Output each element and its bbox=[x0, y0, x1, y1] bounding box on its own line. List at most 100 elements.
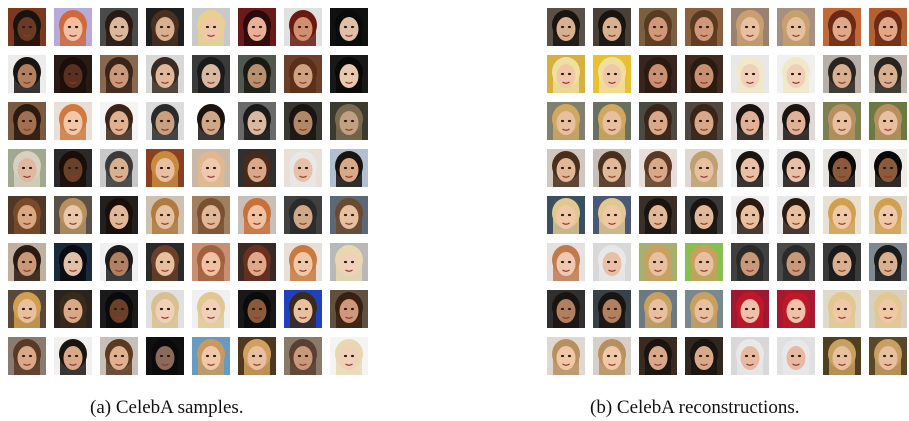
sample-face-image bbox=[8, 149, 46, 187]
sample-face-image bbox=[330, 337, 368, 375]
reconstruction-face-image bbox=[639, 55, 677, 93]
sample-face-image bbox=[100, 55, 138, 93]
sample-face-image bbox=[100, 290, 138, 328]
reconstruction-face-image bbox=[869, 8, 907, 46]
sample-face-image bbox=[238, 102, 276, 140]
reconstruction-face-image bbox=[823, 290, 861, 328]
reconstruction-face-image bbox=[731, 290, 769, 328]
reconstruction-face-image bbox=[639, 102, 677, 140]
reconstruction-face-image bbox=[823, 149, 861, 187]
samples-image-grid bbox=[8, 8, 368, 375]
reconstruction-face-image bbox=[777, 8, 815, 46]
sample-face-image bbox=[238, 243, 276, 281]
sample-face-image bbox=[54, 290, 92, 328]
sample-face-image bbox=[8, 102, 46, 140]
reconstruction-face-image bbox=[593, 337, 631, 375]
sample-face-image bbox=[192, 243, 230, 281]
sample-face-image bbox=[54, 337, 92, 375]
sample-face-image bbox=[238, 149, 276, 187]
sample-face-image bbox=[284, 149, 322, 187]
reconstruction-face-image bbox=[777, 243, 815, 281]
reconstruction-face-image bbox=[685, 102, 723, 140]
sample-face-image bbox=[192, 55, 230, 93]
sample-face-image bbox=[330, 290, 368, 328]
reconstruction-face-image bbox=[639, 149, 677, 187]
reconstruction-face-image bbox=[593, 55, 631, 93]
sample-face-image bbox=[192, 290, 230, 328]
reconstruction-face-image bbox=[593, 102, 631, 140]
sample-face-image bbox=[330, 243, 368, 281]
samples-panel bbox=[8, 8, 368, 375]
reconstruction-face-image bbox=[685, 55, 723, 93]
sample-face-image bbox=[54, 102, 92, 140]
sample-face-image bbox=[284, 55, 322, 93]
reconstruction-face-image bbox=[593, 149, 631, 187]
reconstruction-face-image bbox=[685, 337, 723, 375]
reconstruction-face-image bbox=[869, 337, 907, 375]
reconstruction-face-image bbox=[731, 337, 769, 375]
sample-face-image bbox=[330, 149, 368, 187]
reconstructions-panel bbox=[547, 8, 907, 375]
reconstruction-face-image bbox=[823, 102, 861, 140]
reconstruction-face-image bbox=[639, 290, 677, 328]
sample-face-image bbox=[330, 8, 368, 46]
sample-face-image bbox=[8, 337, 46, 375]
reconstruction-face-image bbox=[547, 337, 585, 375]
reconstruction-face-image bbox=[547, 243, 585, 281]
reconstruction-face-image bbox=[777, 196, 815, 234]
reconstruction-face-image bbox=[639, 8, 677, 46]
reconstruction-face-image bbox=[869, 149, 907, 187]
sample-face-image bbox=[100, 243, 138, 281]
sample-face-image bbox=[330, 196, 368, 234]
sample-face-image bbox=[8, 55, 46, 93]
reconstruction-face-image bbox=[777, 337, 815, 375]
sample-face-image bbox=[8, 290, 46, 328]
sample-face-image bbox=[100, 102, 138, 140]
sample-face-image bbox=[54, 196, 92, 234]
reconstruction-face-image bbox=[869, 196, 907, 234]
sample-face-image bbox=[192, 337, 230, 375]
reconstruction-face-image bbox=[593, 196, 631, 234]
reconstruction-face-image bbox=[593, 290, 631, 328]
reconstruction-face-image bbox=[547, 149, 585, 187]
sample-face-image bbox=[146, 149, 184, 187]
sample-face-image bbox=[330, 55, 368, 93]
sample-face-image bbox=[54, 149, 92, 187]
sample-face-image bbox=[54, 55, 92, 93]
reconstruction-face-image bbox=[685, 290, 723, 328]
reconstruction-face-image bbox=[869, 55, 907, 93]
reconstruction-face-image bbox=[777, 290, 815, 328]
reconstruction-face-image bbox=[547, 102, 585, 140]
reconstruction-face-image bbox=[823, 337, 861, 375]
reconstruction-face-image bbox=[731, 55, 769, 93]
sample-face-image bbox=[100, 337, 138, 375]
caption-samples: (a) CelebA samples. bbox=[90, 397, 244, 418]
sample-face-image bbox=[284, 196, 322, 234]
sample-face-image bbox=[54, 8, 92, 46]
sample-face-image bbox=[8, 196, 46, 234]
reconstruction-face-image bbox=[823, 55, 861, 93]
reconstruction-face-image bbox=[639, 196, 677, 234]
reconstruction-face-image bbox=[823, 243, 861, 281]
sample-face-image bbox=[238, 8, 276, 46]
sample-face-image bbox=[192, 196, 230, 234]
reconstruction-face-image bbox=[685, 149, 723, 187]
reconstruction-face-image bbox=[685, 8, 723, 46]
sample-face-image bbox=[146, 337, 184, 375]
sample-face-image bbox=[8, 243, 46, 281]
sample-face-image bbox=[284, 243, 322, 281]
reconstruction-face-image bbox=[731, 102, 769, 140]
sample-face-image bbox=[146, 102, 184, 140]
reconstruction-face-image bbox=[547, 196, 585, 234]
sample-face-image bbox=[146, 196, 184, 234]
sample-face-image bbox=[146, 243, 184, 281]
caption-reconstructions: (b) CelebA reconstructions. bbox=[590, 397, 800, 418]
sample-face-image bbox=[284, 8, 322, 46]
sample-face-image bbox=[284, 337, 322, 375]
reconstruction-face-image bbox=[639, 337, 677, 375]
reconstruction-face-image bbox=[731, 243, 769, 281]
reconstruction-face-image bbox=[547, 290, 585, 328]
reconstruction-face-image bbox=[685, 196, 723, 234]
sample-face-image bbox=[192, 102, 230, 140]
sample-face-image bbox=[238, 337, 276, 375]
